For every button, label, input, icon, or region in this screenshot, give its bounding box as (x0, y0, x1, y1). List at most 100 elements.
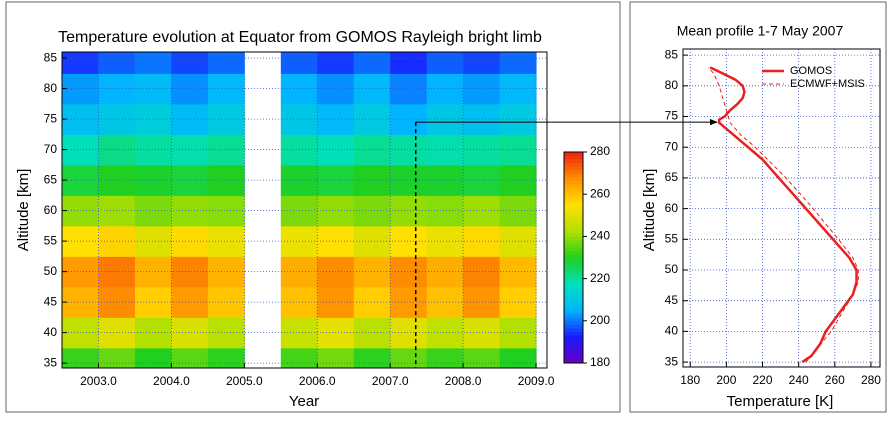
colorbar-band (564, 201, 583, 206)
x-axis-label: Year (289, 393, 319, 410)
colorbar-band (564, 176, 583, 181)
heatmap-cell (463, 317, 501, 349)
x-tick-label: 180 (680, 373, 700, 387)
right-panel (629, 1, 887, 413)
profile-line (709, 66, 858, 364)
colorbar-band (564, 292, 583, 297)
colorbar-band (564, 341, 583, 346)
colorbar-tick-label: 180 (590, 355, 610, 369)
heatmap-cell (134, 52, 172, 74)
colorbar-band (564, 282, 583, 287)
colorbar-band (564, 239, 583, 244)
colorbar-band (564, 327, 583, 332)
colorbar-band (564, 250, 583, 255)
colorbar-band (564, 359, 583, 364)
y-tick-label: 35 (44, 355, 58, 369)
colorbar-band (564, 313, 583, 318)
heatmap-cell (280, 52, 318, 74)
heatmap-cell (426, 52, 464, 74)
colorbar-band (564, 299, 583, 304)
x-tick-label: 260 (825, 373, 845, 387)
colorbar-band (564, 152, 583, 157)
x-tick-label: 200 (716, 373, 736, 387)
colorbar-band (564, 253, 583, 258)
colorbar-band (564, 355, 583, 360)
heatmap-cell (317, 52, 355, 74)
y-tick-label: 65 (665, 170, 679, 184)
heatmap-cell (171, 164, 209, 196)
colorbar-tick-label: 240 (590, 229, 610, 243)
colorbar-band (564, 183, 583, 188)
heatmap-cell (207, 347, 245, 368)
y-tick-label: 40 (44, 325, 58, 339)
heatmap-cell (171, 134, 209, 166)
colorbar-band (564, 208, 583, 213)
heatmap-cell (134, 103, 172, 135)
y-tick-label: 70 (665, 139, 679, 153)
heatmap-cell (134, 195, 172, 227)
colorbar-band (564, 306, 583, 311)
heatmap-cell (98, 52, 136, 74)
colorbar-band (564, 334, 583, 339)
colorbar-band (564, 289, 583, 294)
heatmap-cell (390, 134, 428, 166)
y-tick-label: 40 (665, 324, 679, 338)
heatmap-cell (426, 103, 464, 135)
heatmap-cell (426, 317, 464, 349)
y-tick-label: 80 (665, 78, 679, 92)
colorbar-band (564, 194, 583, 199)
y-tick-label: 60 (665, 201, 679, 215)
x-tick-label: 280 (861, 373, 881, 387)
heatmap-cell (463, 256, 501, 288)
colorbar-band (564, 320, 583, 325)
heatmap-cell (390, 256, 428, 288)
colorbar-band (564, 310, 583, 315)
heatmap-cell (207, 134, 245, 166)
y-tick-label: 60 (44, 203, 58, 217)
heatmap-cell (134, 134, 172, 166)
colorbar-band (564, 331, 583, 336)
profile-line (707, 67, 859, 363)
heatmap-cell (390, 317, 428, 349)
x-tick-label: 2009.0 (518, 374, 555, 388)
colorbar-band (564, 211, 583, 216)
colorbar-band (564, 197, 583, 202)
heatmap-cell (426, 286, 464, 318)
colorbar-band (564, 352, 583, 357)
colorbar-band (564, 187, 583, 192)
colorbar-band (564, 261, 583, 266)
heatmap-cell (171, 225, 209, 257)
heatmap-cell (463, 134, 501, 166)
y-tick-label: 55 (665, 231, 679, 245)
y-tick-label: 65 (44, 172, 58, 186)
colorbar-band (564, 155, 583, 160)
heatmap-cell (207, 225, 245, 257)
y-tick-label: 70 (44, 142, 58, 156)
heatmap-cell (134, 347, 172, 368)
heatmap-cell (171, 195, 209, 227)
heatmap-cell (390, 164, 428, 196)
heatmap-cell (207, 317, 245, 349)
heatmap-cell (390, 195, 428, 227)
heatmap-title: Temperature evolution at Equator from GO… (58, 29, 542, 46)
x-tick-label: 220 (753, 373, 773, 387)
colorbar-band (564, 271, 583, 276)
plot-frame (682, 48, 881, 368)
colorbar-band (564, 268, 583, 273)
heatmap-cell (390, 52, 428, 74)
heatmap-cell (134, 164, 172, 196)
heatmap-cell (426, 164, 464, 196)
heatmap-cell (390, 225, 428, 257)
colorbar-band (564, 180, 583, 185)
colorbar-band (564, 348, 583, 353)
heatmap-cell (463, 164, 501, 196)
legend-label: GOMOS (790, 65, 832, 77)
y-axis-label: Altitude [km] (15, 169, 32, 252)
heatmap-cell (426, 347, 464, 368)
heatmap-cell (171, 103, 209, 135)
heatmap-cell (134, 317, 172, 349)
x-tick-label: 2004.0 (153, 374, 190, 388)
colorbar-band (564, 173, 583, 178)
heatmap-cell (134, 286, 172, 318)
y-tick-label: 45 (665, 293, 679, 307)
